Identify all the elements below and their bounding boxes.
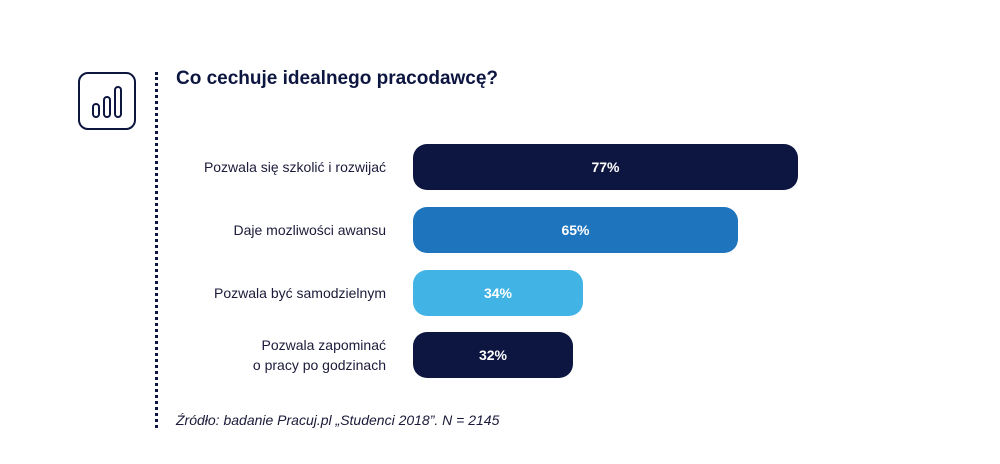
source-note: Źródło: badanie Pracuj.pl „Studenci 2018… bbox=[176, 412, 500, 428]
bar-chart-icon bbox=[92, 86, 122, 118]
bar-2 bbox=[413, 207, 738, 253]
bar-value-label-3: 34% bbox=[484, 285, 513, 301]
category-label-2: Daje mozliwości awansu bbox=[233, 222, 386, 238]
dotted-divider bbox=[155, 72, 158, 428]
category-label-1: Pozwala się szkolić i rozwijać bbox=[204, 159, 386, 175]
chart-title: Co cechuje idealnego pracodawcę? bbox=[176, 68, 499, 89]
bar-4 bbox=[413, 332, 573, 378]
logo-box bbox=[78, 72, 136, 130]
category-label-4: Pozwala zapominać o pracy po godzinach bbox=[253, 337, 386, 373]
bar-3 bbox=[413, 270, 583, 316]
category-label-3: Pozwala być samodzielnym bbox=[214, 285, 386, 301]
bar-value-label-4: 32% bbox=[479, 347, 508, 363]
bar-1 bbox=[413, 144, 798, 190]
bar-value-label-1: 77% bbox=[591, 159, 620, 175]
bar-value-label-2: 65% bbox=[561, 222, 590, 238]
